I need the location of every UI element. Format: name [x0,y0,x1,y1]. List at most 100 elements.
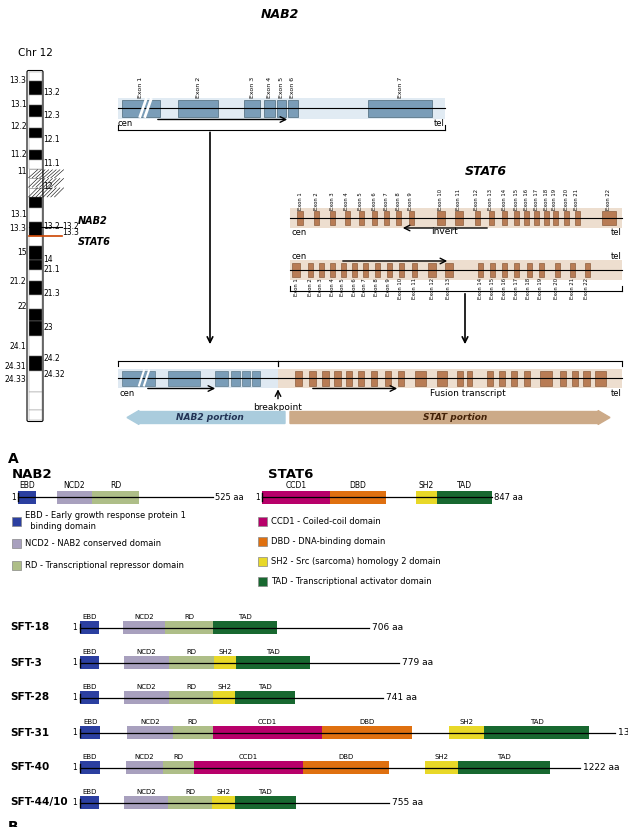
Text: DBD: DBD [350,480,367,490]
Bar [437,490,492,504]
Text: 12.2: 12.2 [10,122,26,131]
Text: 21.1: 21.1 [43,265,60,274]
Bar [28,72,41,81]
Bar [322,726,412,739]
Text: cen: cen [292,228,307,237]
Bar [345,211,350,225]
Bar [212,796,234,809]
Text: Exon 6: Exon 6 [352,278,357,296]
Bar [595,370,606,385]
Text: Exon 1: Exon 1 [298,192,303,210]
Text: 1222 aa: 1222 aa [583,763,620,772]
Bar [18,490,36,504]
Text: NCD2 - NAB2 conserved domain: NCD2 - NAB2 conserved domain [25,538,161,547]
Text: Exon 22: Exon 22 [585,278,590,299]
Text: TAD: TAD [238,614,252,620]
Text: EBD: EBD [19,480,35,490]
Bar [358,370,364,385]
FancyArrow shape [127,410,285,424]
Text: 706 aa: 706 aa [372,623,403,632]
Text: SFT-31: SFT-31 [10,728,49,738]
Bar [28,188,41,198]
Bar [399,263,404,277]
Text: cen: cen [120,389,135,398]
Text: 1307 aa: 1307 aa [618,728,628,737]
Bar [258,576,267,586]
Text: STAT portion: STAT portion [423,413,487,422]
Bar [28,105,41,117]
Text: Exon 11: Exon 11 [457,189,462,210]
Text: 1: 1 [11,493,16,501]
Bar [514,211,519,225]
Text: STAT6: STAT6 [77,237,111,247]
Bar [215,370,228,385]
Text: Exon 12: Exon 12 [475,189,480,210]
Bar [231,370,240,385]
Text: Exon 15: Exon 15 [489,278,494,299]
Text: CCD1: CCD1 [257,719,277,725]
Text: 1: 1 [72,658,77,667]
Bar [297,211,303,225]
Text: Exon 2: Exon 2 [195,77,200,98]
Text: Exon 5: Exon 5 [340,278,345,296]
Text: 24.31: 24.31 [5,361,26,370]
Bar [28,295,41,308]
Bar [570,263,575,277]
Text: NCD2: NCD2 [134,754,154,760]
Text: Exon 9: Exon 9 [408,192,413,210]
Bar [258,517,267,525]
Text: SH2: SH2 [435,754,448,760]
Text: STAT6: STAT6 [465,165,507,178]
Bar [28,208,41,222]
Bar [163,761,194,774]
Text: EBD: EBD [83,719,97,725]
Bar [288,99,298,117]
Text: Exon 15: Exon 15 [514,189,519,210]
Bar [437,211,445,225]
Text: 15: 15 [17,248,26,257]
Text: 741 aa: 741 aa [386,693,418,702]
Text: SFT-3: SFT-3 [10,657,42,667]
Bar [538,263,543,277]
Bar [502,211,507,225]
Text: 1: 1 [72,623,77,632]
Bar [374,263,379,277]
Bar [28,337,41,356]
Bar [168,796,212,809]
Text: NCD2: NCD2 [140,719,160,725]
Text: 779 aa: 779 aa [402,658,433,667]
FancyArrow shape [290,410,610,424]
Bar [455,211,463,225]
Bar [386,263,391,277]
Text: Exon 20: Exon 20 [555,278,560,299]
Bar [602,211,616,225]
Bar [411,263,416,277]
Text: Exon 17: Exon 17 [534,189,538,210]
Bar [585,263,590,277]
Text: Exon 8: Exon 8 [396,192,401,210]
Bar [28,94,41,105]
Text: 11: 11 [17,167,26,176]
Bar [28,178,41,188]
Text: EBD - Early growth response protein 1
  binding domain: EBD - Early growth response protein 1 bi… [25,511,186,531]
Text: EBD: EBD [82,649,97,655]
Text: Exon 22: Exon 22 [607,189,612,210]
Text: RD: RD [187,649,197,655]
Text: 13.2: 13.2 [43,222,60,231]
Text: NAB2 portion: NAB2 portion [176,413,244,422]
Bar [28,308,41,321]
Bar [487,370,493,385]
Bar [398,370,404,385]
Bar [416,490,437,504]
Text: 12: 12 [43,182,53,191]
Text: DBD: DBD [338,754,354,760]
Bar [122,370,155,385]
Text: Exon 7: Exon 7 [384,192,389,210]
Bar [371,370,377,385]
Bar [384,211,389,225]
Text: Exon 7: Exon 7 [398,77,403,98]
Bar [290,260,622,280]
Text: Exon 19: Exon 19 [553,189,558,210]
Bar [12,538,21,547]
Bar [499,370,505,385]
